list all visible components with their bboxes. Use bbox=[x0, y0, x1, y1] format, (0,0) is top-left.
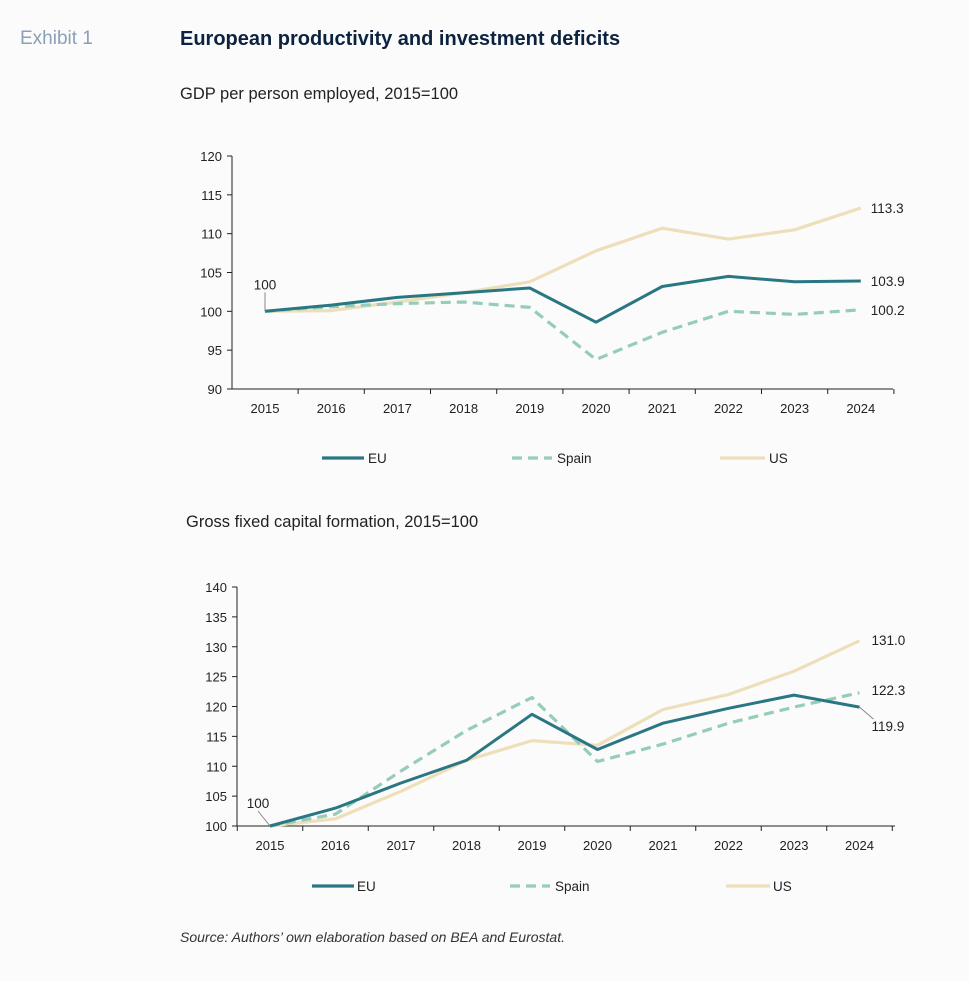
chart2-series-eu-line bbox=[269, 693, 860, 828]
chart2-x-tick-label: 2021 bbox=[649, 838, 678, 853]
chart2-y-tick-label: 120 bbox=[205, 700, 227, 715]
chart1-y-tick-label: 105 bbox=[200, 266, 222, 281]
chart2-y-tick-label: 130 bbox=[205, 640, 227, 655]
chart2-annotation-leader bbox=[859, 706, 874, 720]
chart1-x-tick-label: 2024 bbox=[846, 401, 875, 416]
chart1-title: GDP per person employed, 2015=100 bbox=[180, 85, 459, 103]
chart1-y-tick-label: 100 bbox=[200, 304, 222, 319]
chart2-data-label-122-3: 122.3 bbox=[872, 683, 906, 698]
chart1-data-label-113-3: 113.3 bbox=[871, 201, 904, 216]
chart2-x-tick-label: 2017 bbox=[387, 838, 416, 853]
chart2-x-tick-label: 2015 bbox=[256, 838, 285, 853]
chart1-y-tick-label: 110 bbox=[201, 227, 222, 242]
chart1-x-tick-label: 2020 bbox=[582, 401, 611, 416]
chart1-x-tick-label: 2022 bbox=[714, 401, 743, 416]
chart1-data-label-100-2: 100.2 bbox=[871, 303, 905, 318]
exhibit-label: Exhibit 1 bbox=[20, 28, 93, 49]
chart2-series-us-line bbox=[269, 639, 861, 828]
chart1-data-label-100: 100 bbox=[254, 277, 277, 292]
chart2-y-tick-label: 125 bbox=[205, 670, 227, 685]
chart2-y-tick-label: 100 bbox=[205, 819, 227, 834]
chart2-x-tick-label: 2016 bbox=[321, 838, 350, 853]
chart2-data-label-119-9: 119.9 bbox=[872, 719, 905, 734]
chart2-series-spain-line bbox=[269, 691, 860, 828]
chart1-series-spain-line bbox=[264, 300, 861, 362]
chart1-y-tick-label: 90 bbox=[208, 382, 222, 397]
page-title: European productivity and investment def… bbox=[180, 28, 621, 50]
chart2-title: Gross fixed capital formation, 2015=100 bbox=[186, 513, 479, 531]
chart1-x-tick-label: 2019 bbox=[515, 401, 544, 416]
chart1-series-eu-line bbox=[264, 274, 861, 324]
chart2-y-tick-label: 140 bbox=[205, 580, 227, 595]
chart2-annotation-leader bbox=[257, 810, 271, 827]
chart2-x-tick-label: 2020 bbox=[583, 838, 612, 853]
chart1-x-tick-label: 2017 bbox=[383, 401, 412, 416]
chart2-x-tick-label: 2019 bbox=[518, 838, 547, 853]
chart2-y-tick-label: 115 bbox=[206, 729, 227, 744]
chart1-x-tick-label: 2016 bbox=[317, 401, 346, 416]
chart1-x-tick-label: 2021 bbox=[648, 401, 677, 416]
chart1-x-tick-label: 2018 bbox=[449, 401, 478, 416]
source-note: Source: Authors’ own elaboration based o… bbox=[180, 929, 565, 945]
chart1-x-tick-label: 2023 bbox=[780, 401, 809, 416]
chart1-legend-label-spain: Spain bbox=[557, 451, 592, 466]
chart2-legend-label-us: US bbox=[773, 879, 792, 894]
chart2-x-tick-label: 2018 bbox=[452, 838, 481, 853]
gdp-per-person-chart: 90 95 100 105 110 115 120 2015 2016 2017 2018 2019 2… bbox=[200, 149, 905, 466]
chart2-legend-label-eu: EU bbox=[357, 879, 376, 894]
chart1-y-tick-label: 115 bbox=[201, 188, 222, 203]
chart1-y-tick-label: 95 bbox=[208, 343, 222, 358]
chart2-x-tick-label: 2024 bbox=[845, 838, 874, 853]
chart1-y-tick-label: 120 bbox=[200, 149, 222, 164]
gross-fixed-capital-chart: 100 105 110 115 120 125 130 135 140 2015 2016 2017 2… bbox=[205, 580, 906, 894]
chart1-legend-label-eu: EU bbox=[368, 451, 387, 466]
chart1-series-us-line bbox=[264, 206, 862, 313]
chart2-y-tick-label: 110 bbox=[206, 759, 227, 774]
chart2-data-label-131-0: 131.0 bbox=[872, 633, 906, 648]
chart2-data-label-100: 100 bbox=[247, 796, 270, 811]
chart1-data-label-103-9: 103.9 bbox=[871, 274, 905, 289]
chart2-x-tick-label: 2023 bbox=[780, 838, 809, 853]
chart2-y-tick-label: 105 bbox=[205, 789, 227, 804]
chart1-legend-label-us: US bbox=[769, 451, 788, 466]
chart2-x-tick-label: 2022 bbox=[714, 838, 743, 853]
chart2-y-tick-label: 135 bbox=[205, 610, 227, 625]
chart2-legend-label-spain: Spain bbox=[555, 879, 590, 894]
chart1-x-tick-label: 2015 bbox=[251, 401, 280, 416]
